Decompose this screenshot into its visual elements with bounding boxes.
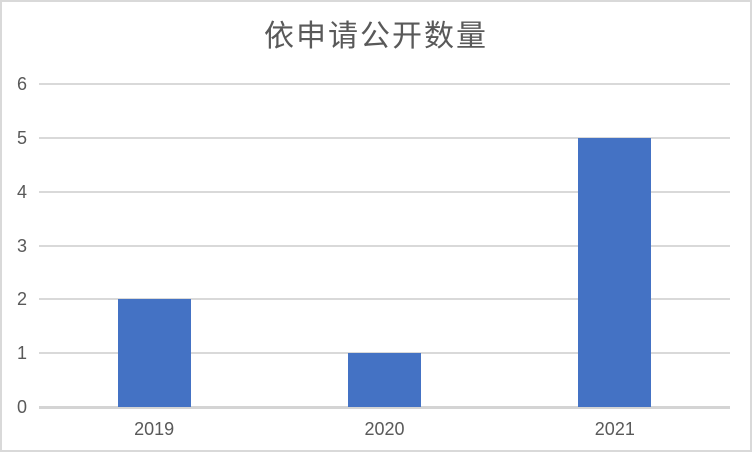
y-axis-tick-label: 5 <box>16 127 27 148</box>
gridline <box>39 352 730 355</box>
chart-title: 依申请公开数量 <box>264 20 488 53</box>
bar-2020 <box>348 353 421 407</box>
gridline <box>39 244 730 247</box>
x-axis-label: 2020 <box>364 419 405 439</box>
y-axis-tick-label: 6 <box>16 74 27 94</box>
y-axis-tick-label: 3 <box>16 235 27 256</box>
y-axis-tick-label: 2 <box>16 289 27 310</box>
gridline <box>39 136 730 139</box>
y-axis-tick-label: 1 <box>16 343 27 364</box>
plot-area: 0 1 2 3 4 5 6 2019 2020 2021 <box>17 74 730 439</box>
gridline <box>39 83 730 85</box>
x-axis-line <box>39 406 730 409</box>
gridline <box>39 190 730 193</box>
y-axis-tick-label: 4 <box>16 181 27 202</box>
bar-2021 <box>578 137 652 407</box>
y-axis-tick-label: 0 <box>16 397 27 417</box>
x-axis-label: 2019 <box>134 419 175 439</box>
bar-2019 <box>117 299 191 407</box>
gridline <box>39 298 730 301</box>
x-axis-label: 2021 <box>594 419 635 439</box>
